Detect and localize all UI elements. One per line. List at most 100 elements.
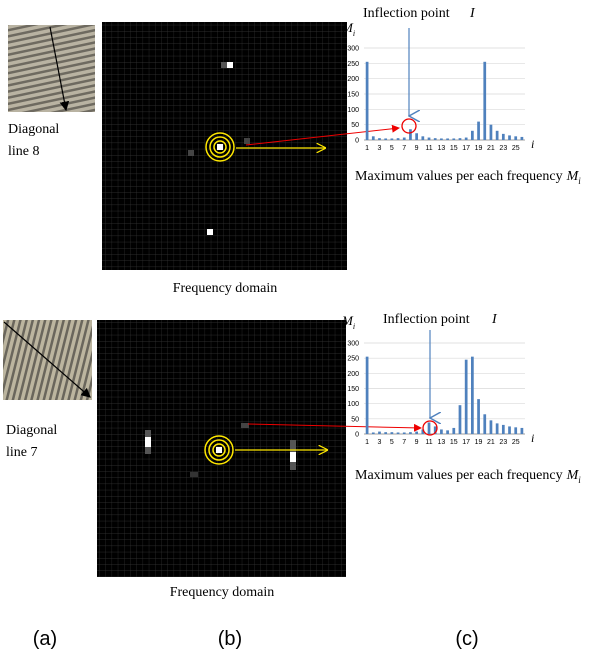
x-tick-label: 7 [402, 145, 406, 152]
bar [440, 429, 443, 434]
x-tick-label: 1 [365, 145, 369, 152]
y-axis-label-sub: i [353, 322, 355, 331]
x-tick-label: 23 [499, 439, 507, 446]
bar [483, 414, 486, 434]
spot [241, 423, 249, 428]
bar [415, 133, 418, 140]
bar [459, 405, 462, 434]
image-label: Diagonal [8, 122, 59, 137]
bar [465, 360, 468, 434]
bar [483, 62, 486, 140]
bar [490, 125, 493, 140]
x-tick-label: 11 [425, 145, 432, 152]
bar [397, 432, 400, 434]
spot [244, 138, 250, 144]
panel-label: (a) [33, 628, 57, 650]
bar [415, 432, 418, 434]
image-label: Diagonal [6, 423, 57, 438]
bar [446, 430, 449, 434]
x-tick-label: 15 [450, 145, 458, 152]
y-tick-label: 200 [347, 76, 359, 83]
bar [378, 138, 381, 140]
spot [221, 62, 227, 68]
annotation-symbol: I [491, 312, 498, 327]
bar [421, 136, 424, 140]
y-tick-label: 0 [355, 138, 359, 145]
bar [428, 138, 431, 140]
y-tick-label: 300 [347, 46, 359, 53]
spot [145, 437, 151, 447]
chart-caption-sub: i [578, 176, 581, 186]
bar [391, 138, 394, 140]
y-tick-label: 250 [347, 356, 359, 363]
bar [372, 432, 375, 434]
spot [290, 452, 296, 462]
bar [459, 138, 462, 140]
bar [514, 427, 517, 434]
bar [521, 428, 524, 434]
bar [409, 432, 412, 434]
bar [452, 428, 455, 434]
bar [508, 426, 511, 434]
bar [508, 135, 511, 140]
x-tick-label: 9 [415, 439, 419, 446]
bar [366, 62, 369, 140]
x-tick-label: 3 [378, 439, 382, 446]
y-tick-label: 150 [347, 386, 359, 393]
spot [188, 150, 194, 156]
x-tick-label: 19 [475, 439, 483, 446]
bar [366, 357, 369, 434]
x-tick-label: 25 [512, 439, 520, 446]
bar [378, 432, 381, 434]
spot [207, 229, 213, 235]
y-tick-label: 50 [351, 122, 359, 129]
bar [496, 423, 499, 434]
bar [514, 136, 517, 140]
x-tick-label: 13 [438, 439, 446, 446]
bar [490, 420, 493, 434]
spot [217, 144, 223, 150]
x-tick-label: 1 [365, 439, 369, 446]
bar [428, 422, 431, 434]
annotation-symbol: I [469, 6, 476, 21]
bar [440, 138, 443, 140]
x-tick-label: 13 [438, 145, 446, 152]
y-tick-label: 0 [355, 432, 359, 439]
bar [471, 131, 474, 140]
x-tick-label: 17 [462, 145, 470, 152]
bar [391, 432, 394, 434]
bar [477, 399, 480, 434]
x-tick-label: 19 [475, 145, 483, 152]
x-tick-label: 5 [390, 439, 394, 446]
y-tick-label: 100 [347, 401, 359, 408]
y-tick-label: 100 [347, 107, 359, 114]
image-label: line 8 [8, 144, 40, 159]
annotation: Inflection point [383, 312, 470, 327]
bar [502, 134, 505, 140]
y-tick-label: 150 [347, 92, 359, 99]
x-axis-label: i [531, 431, 534, 445]
chart-caption-text: Maximum values per each frequency [355, 169, 563, 184]
bar [403, 432, 406, 434]
bar [397, 138, 400, 140]
y-tick-label: 300 [347, 341, 359, 348]
x-tick-label: 15 [450, 439, 458, 446]
y-axis-label-sub: i [353, 29, 355, 38]
bar [496, 131, 499, 140]
domain-caption: Frequency domain [170, 585, 275, 600]
x-tick-label: 3 [378, 145, 382, 152]
x-tick-label: 9 [415, 145, 419, 152]
x-tick-label: 21 [487, 145, 495, 152]
x-tick-label: 21 [487, 439, 495, 446]
inflection-ring [402, 119, 416, 133]
bar [452, 138, 455, 140]
bar [384, 432, 387, 434]
figure: Diagonal line 8 Frequency domain Diagona… [0, 0, 599, 655]
x-tick-label: 7 [402, 439, 406, 446]
bar [403, 138, 406, 140]
spot [227, 62, 233, 68]
image-label: line 7 [6, 445, 38, 460]
y-tick-label: 50 [351, 416, 359, 423]
